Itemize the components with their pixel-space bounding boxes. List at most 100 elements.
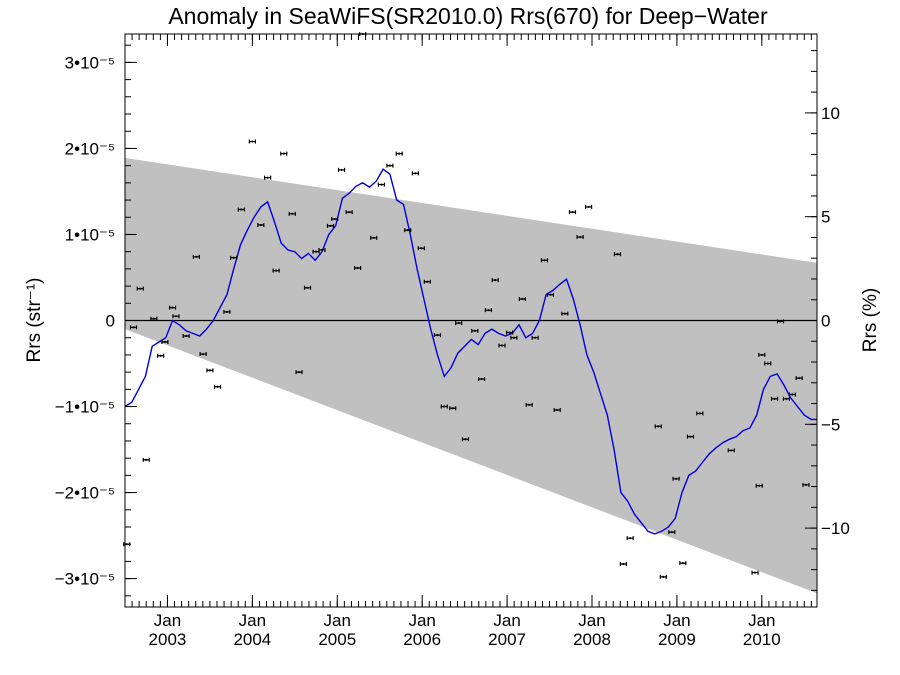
data-point — [182, 333, 190, 338]
point-marker — [753, 571, 757, 574]
point-marker — [473, 329, 476, 332]
point-marker — [500, 344, 504, 347]
point-marker — [779, 320, 782, 323]
data-point — [758, 352, 766, 357]
data-point — [248, 139, 256, 144]
point-marker — [420, 247, 423, 250]
point-marker — [333, 217, 336, 221]
y2-axis-title: Rrs (%) — [860, 288, 881, 352]
point-marker — [587, 205, 590, 209]
data-point — [288, 211, 296, 216]
data-point — [280, 151, 288, 156]
data-point — [417, 246, 425, 251]
y-tick-label: −2•10⁻⁵ — [55, 484, 115, 503]
data-point — [478, 377, 486, 382]
data-point — [613, 252, 622, 257]
point-marker — [698, 412, 701, 415]
y2-tick-label: 0 — [821, 312, 830, 331]
data-point — [782, 396, 791, 401]
point-marker — [791, 393, 794, 396]
x-tick-year: 2010 — [743, 630, 781, 649]
point-marker — [372, 236, 375, 240]
point-marker — [232, 256, 235, 259]
point-marker — [314, 250, 318, 253]
data-point — [576, 235, 584, 240]
x-tick-month: Jan — [663, 611, 690, 630]
data-point — [161, 340, 169, 345]
point-marker — [785, 397, 788, 400]
point-marker — [282, 152, 285, 155]
data-point — [540, 258, 549, 263]
data-point — [510, 335, 518, 340]
point-marker — [152, 317, 155, 320]
point-marker — [174, 315, 178, 318]
point-marker — [689, 435, 692, 438]
point-marker — [426, 280, 429, 283]
data-point — [755, 483, 763, 488]
data-point — [553, 407, 561, 412]
x-tick-month: Jan — [578, 611, 605, 630]
data-point — [423, 279, 431, 284]
point-marker — [521, 297, 524, 301]
point-marker — [266, 176, 269, 179]
point-marker — [275, 269, 278, 272]
x-tick-year: 2004 — [233, 630, 271, 649]
data-point — [150, 316, 158, 321]
data-point — [206, 368, 214, 373]
data-point — [568, 210, 577, 215]
point-marker — [240, 208, 243, 211]
point-marker — [195, 255, 198, 258]
data-point — [303, 285, 312, 290]
data-point — [326, 223, 335, 228]
data-point — [679, 561, 687, 566]
y2-tick-label: −10 — [821, 519, 850, 538]
point-marker — [798, 377, 801, 380]
data-point — [142, 457, 150, 462]
point-marker — [543, 259, 546, 262]
data-point — [411, 171, 419, 176]
data-point — [461, 437, 470, 442]
data-point — [354, 266, 362, 271]
point-marker — [480, 377, 483, 381]
point-marker — [549, 293, 552, 296]
data-point — [318, 247, 326, 252]
data-point — [531, 335, 539, 340]
point-marker — [556, 408, 559, 412]
data-point — [449, 406, 457, 411]
y-tick-label: 2•10⁻⁵ — [65, 139, 115, 158]
data-point — [696, 411, 704, 416]
point-marker — [629, 537, 632, 540]
data-point — [230, 255, 238, 260]
y-tick-label: 0 — [106, 312, 115, 331]
point-marker — [291, 212, 294, 215]
point-marker — [616, 253, 619, 256]
point-marker — [185, 334, 188, 338]
point-marker — [730, 449, 733, 452]
point-marker — [766, 362, 769, 365]
point-marker — [329, 224, 332, 227]
point-marker — [259, 223, 262, 227]
point-marker — [622, 562, 625, 566]
data-point — [199, 352, 207, 357]
point-marker — [414, 172, 417, 175]
point-marker — [773, 397, 776, 400]
data-point — [626, 536, 634, 541]
running-mean-line-layer — [124, 168, 817, 535]
data-point — [484, 308, 493, 313]
point-marker — [406, 229, 409, 232]
data-point — [404, 228, 412, 233]
point-marker — [657, 425, 660, 428]
data-point — [686, 434, 695, 439]
point-marker — [202, 352, 205, 356]
point-marker — [139, 287, 142, 290]
x-tick-year: 2006 — [403, 630, 441, 649]
point-marker — [494, 278, 497, 282]
y-tick-label: −3•10⁻⁵ — [55, 570, 115, 589]
point-marker — [443, 405, 446, 408]
point-marker — [132, 326, 135, 329]
data-point — [672, 476, 680, 481]
data-point — [619, 561, 628, 566]
data-point — [584, 204, 593, 209]
y-tick-label: −1•10⁻⁵ — [55, 398, 115, 417]
